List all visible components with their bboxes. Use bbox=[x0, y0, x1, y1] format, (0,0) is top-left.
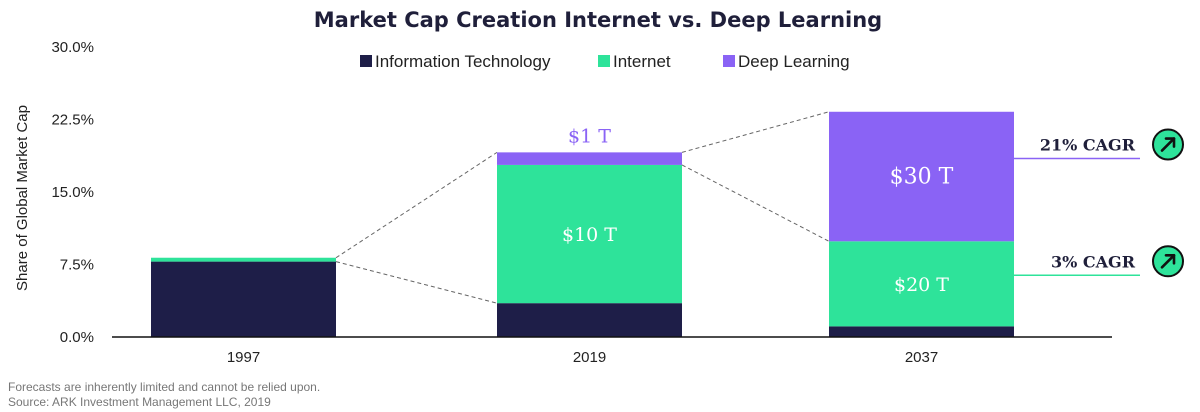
footer-disclaimer: Forecasts are inherently limited and can… bbox=[8, 380, 320, 394]
y-axis-label: Share of Global Market Cap bbox=[14, 105, 31, 291]
connector-1997-2019-bottom bbox=[335, 261, 498, 304]
x-axis-ticks: 1997 2019 2037 bbox=[227, 349, 938, 366]
bar-2037-series-2 bbox=[829, 111, 1014, 242]
connector-2019-2037-top bbox=[681, 111, 830, 153]
y-tick-label: 15.0% bbox=[51, 184, 94, 201]
legend-swatch-2 bbox=[723, 55, 735, 67]
bar-labels: $10 T $1 T $30 T $20 T bbox=[562, 125, 954, 295]
arrow-up-right-icon bbox=[1152, 128, 1184, 161]
legend-label-2: Deep Learning bbox=[738, 52, 850, 71]
y-tick-label: 0.0% bbox=[60, 329, 94, 346]
chart-title: Market Cap Creation Internet vs. Deep Le… bbox=[314, 8, 882, 32]
connector-2019-2037-bottom bbox=[681, 164, 830, 242]
y-tick-label: 30.0% bbox=[51, 39, 94, 56]
bar-2019-series-2 bbox=[497, 152, 682, 165]
bar-1997-series-0 bbox=[151, 261, 336, 337]
bar-2037-series-1 bbox=[829, 241, 1014, 327]
bars bbox=[151, 111, 1014, 337]
legend-label-1: Internet bbox=[613, 52, 671, 71]
y-tick-label: 22.5% bbox=[51, 112, 94, 129]
legend-swatch-1 bbox=[598, 55, 610, 67]
y-axis-ticks: 0.0% 7.5% 15.0% 22.5% 30.0% bbox=[51, 39, 94, 346]
bar-1997-series-1 bbox=[151, 257, 336, 262]
legend-label-0: Information Technology bbox=[375, 52, 551, 71]
bar-2019-series-0 bbox=[497, 303, 682, 337]
x-tick-label-1997: 1997 bbox=[227, 349, 260, 366]
bar-label-2019-2: $1 T bbox=[568, 125, 611, 147]
bar-label-2037-1: $20 T bbox=[894, 274, 949, 296]
x-tick-label-2037: 2037 bbox=[905, 349, 938, 366]
bar-label-2019-1: $10 T bbox=[562, 224, 617, 246]
x-tick-label-2019: 2019 bbox=[573, 349, 606, 366]
connector-1997-2019-top bbox=[335, 151, 498, 259]
bar-label-2037-2: $30 T bbox=[890, 165, 954, 190]
bar-2037-series-0 bbox=[829, 326, 1014, 337]
bar-2019-series-1 bbox=[497, 164, 682, 304]
footer-source: Source: ARK Investment Management LLC, 2… bbox=[8, 395, 271, 409]
legend: Information Technology Internet Deep Learn… bbox=[360, 52, 850, 71]
legend-swatch-0 bbox=[360, 55, 372, 67]
cagr-annotations: 21% CAGR 3% CAGR bbox=[1014, 128, 1184, 278]
arrow-up-right-icon bbox=[1152, 245, 1184, 278]
cagr-label-0: 21% CAGR bbox=[1040, 136, 1136, 155]
y-tick-label: 7.5% bbox=[60, 257, 94, 274]
connector-lines bbox=[335, 111, 830, 304]
cagr-label-1: 3% CAGR bbox=[1051, 252, 1136, 271]
